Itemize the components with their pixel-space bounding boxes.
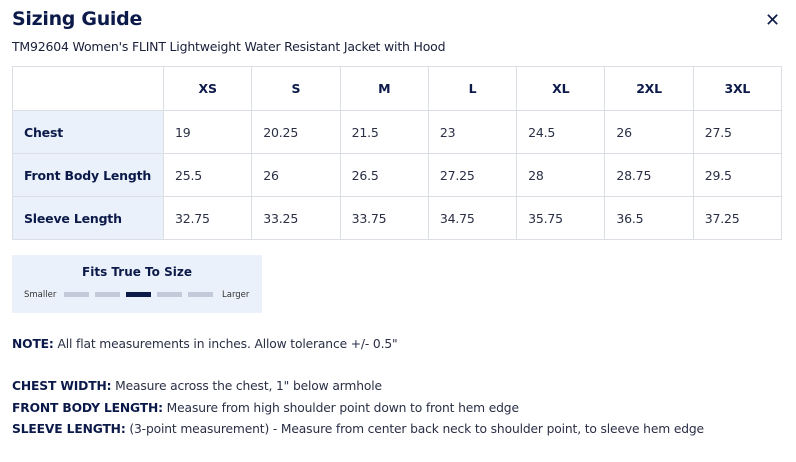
fit-segment: [157, 292, 182, 297]
measurement-cell: 24.5: [516, 110, 606, 154]
note-label: CHEST WIDTH:: [12, 379, 112, 393]
measurement-cell: 26: [251, 153, 341, 197]
size-header: XL: [516, 66, 606, 111]
fit-segment: [188, 292, 213, 297]
page-title: Sizing Guide: [12, 8, 143, 30]
row-label: Chest: [12, 110, 164, 154]
fit-smaller-label: Smaller: [24, 290, 57, 300]
measurement-cell: 20.25: [251, 110, 341, 154]
fit-segment-selected: [126, 292, 151, 297]
table-row: Sleeve Length 32.75 33.25 33.75 34.75 35.75 36…: [12, 196, 783, 240]
fit-larger-label: Larger: [222, 290, 250, 300]
measurement-cell: 26: [604, 110, 694, 154]
measurement-cell: 37.25: [692, 196, 783, 240]
note-text: Measure from high shoulder point down to…: [162, 401, 519, 415]
size-table: XS S M L XL 2XL 3XL Chest 19 20.25 21.5 23 24.5 26 27…: [12, 66, 783, 240]
note-text: (3-point measurement) - Measure from cen…: [125, 422, 704, 436]
measurement-cell: 23: [427, 110, 518, 154]
fit-title: Fits True To Size: [82, 265, 192, 279]
measurement-cell: 36.5: [604, 196, 694, 240]
measurement-cell: 29.5: [692, 153, 783, 197]
measurement-cell: 34.75: [427, 196, 518, 240]
note-label: FRONT BODY LENGTH:: [12, 401, 163, 415]
size-header: 3XL: [692, 66, 783, 111]
fit-segment: [64, 292, 89, 297]
table-row: Chest 19 20.25 21.5 23 24.5 26 27.5: [12, 110, 783, 154]
measurement-cell: 35.75: [516, 196, 606, 240]
note-line: CHEST WIDTH: Measure across the chest, 1…: [12, 379, 382, 393]
corner-cell: [12, 66, 164, 111]
fit-segment: [95, 292, 120, 297]
size-header: XS: [162, 66, 253, 111]
size-header: S: [251, 66, 341, 111]
size-header: L: [427, 66, 518, 111]
note-label: NOTE:: [12, 337, 54, 351]
measurement-cell: 32.75: [162, 196, 253, 240]
table-header-row: XS S M L XL 2XL 3XL: [12, 66, 783, 111]
fit-indicator: Fits True To Size Smaller Larger: [12, 255, 262, 313]
note-line: FRONT BODY LENGTH: Measure from high sho…: [12, 401, 519, 415]
close-icon[interactable]: ✕: [765, 10, 781, 31]
measurement-cell: 25.5: [162, 153, 253, 197]
table-row: Front Body Length 25.5 26 26.5 27.25 28 28.75 2…: [12, 153, 783, 197]
size-header: M: [339, 66, 429, 111]
note-text: Measure across the chest, 1" below armho…: [111, 379, 382, 393]
note-line: SLEEVE LENGTH: (3-point measurement) - M…: [12, 422, 704, 436]
measurement-cell: 19: [162, 110, 253, 154]
note-label: SLEEVE LENGTH:: [12, 422, 126, 436]
row-label: Sleeve Length: [12, 196, 164, 240]
measurement-cell: 27.25: [427, 153, 518, 197]
measurement-cell: 33.75: [339, 196, 429, 240]
measurement-cell: 33.25: [251, 196, 341, 240]
note-line: NOTE: All flat measurements in inches. A…: [12, 337, 398, 351]
row-label: Front Body Length: [12, 153, 164, 197]
measurement-cell: 28.75: [604, 153, 694, 197]
note-text: All flat measurements in inches. Allow t…: [53, 337, 398, 351]
product-subtitle: TM92604 Women's FLINT Lightweight Water …: [12, 39, 446, 54]
size-header: 2XL: [604, 66, 694, 111]
measurement-cell: 21.5: [339, 110, 429, 154]
measurement-cell: 26.5: [339, 153, 429, 197]
measurement-cell: 27.5: [692, 110, 783, 154]
measurement-cell: 28: [516, 153, 606, 197]
